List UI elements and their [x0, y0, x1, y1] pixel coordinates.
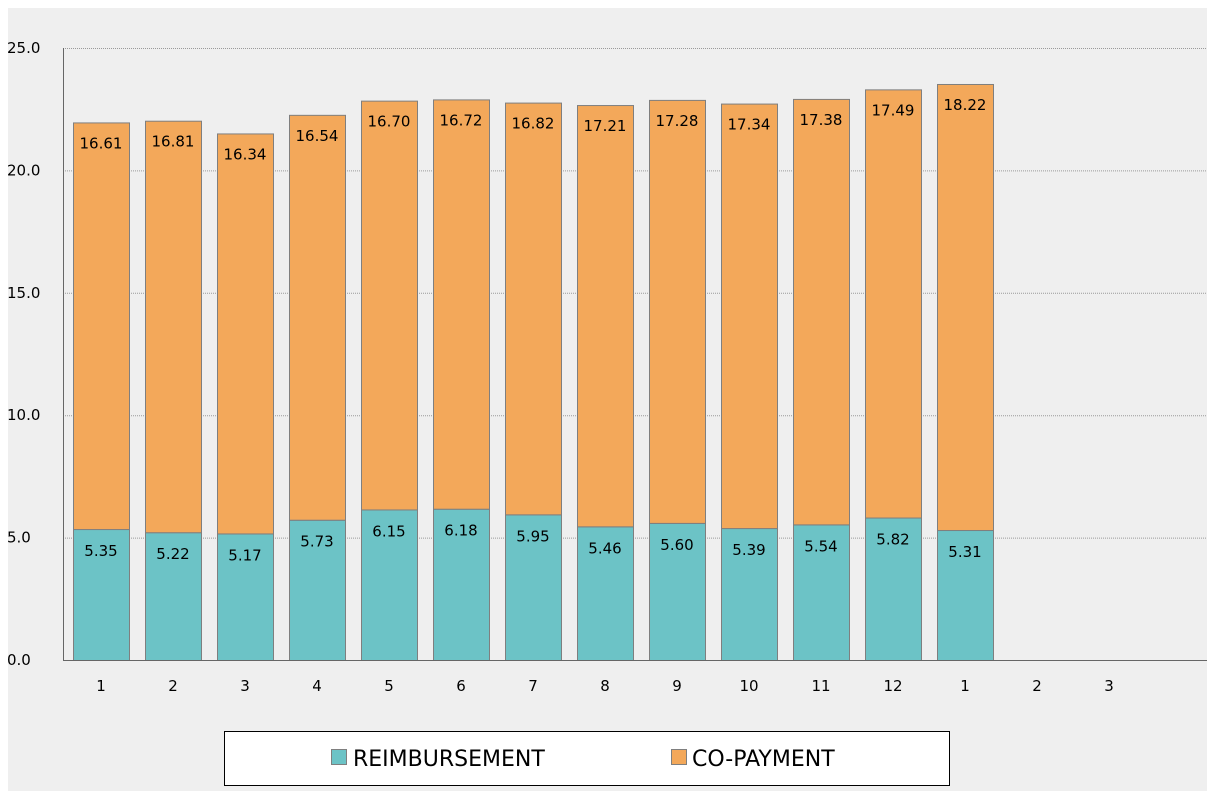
- data-label-reimbursement: 5.54: [804, 537, 837, 555]
- x-tick-label: 3: [240, 677, 250, 695]
- data-label-co-payment: 16.72: [440, 111, 483, 129]
- bar-co-payment: [649, 99, 706, 524]
- data-label-reimbursement: 5.22: [156, 545, 189, 563]
- x-tick-label: 11: [811, 677, 830, 695]
- x-tick-label: 3: [1104, 677, 1114, 695]
- x-tick-label: 4: [312, 677, 322, 695]
- data-label-co-payment: 18.22: [944, 96, 987, 114]
- bar-reimbursement: [865, 517, 922, 662]
- data-labels: 5.35 16.61 5.22 16.81 5.17 16.34 5.73 16.54 6.15…: [80, 96, 987, 564]
- bar-co-payment: [577, 105, 634, 528]
- x-tick-label: 7: [528, 677, 538, 695]
- x-tick-label: 1: [96, 677, 106, 695]
- legend: REIMBURSEMENT CO-PAYMENT: [224, 731, 950, 786]
- data-label-co-payment: 17.28: [656, 112, 699, 130]
- data-label-co-payment: 17.38: [800, 111, 843, 129]
- data-label-co-payment: 16.82: [512, 115, 555, 133]
- bar-reimbursement: [577, 526, 634, 661]
- data-label-reimbursement: 5.35: [84, 542, 117, 560]
- x-tick-label: 6: [456, 677, 466, 695]
- bars: [73, 83, 994, 662]
- bar-co-payment: [145, 120, 202, 534]
- bar-co-payment: [217, 133, 274, 535]
- bar-co-payment: [505, 102, 562, 516]
- x-tick-label: 2: [168, 677, 178, 695]
- legend-label-co-payment: CO-PAYMENT: [692, 747, 835, 772]
- bar-reimbursement: [649, 522, 706, 661]
- x-tick-label: 5: [384, 677, 394, 695]
- x-tick-label: 2: [1032, 677, 1042, 695]
- data-label-reimbursement: 5.95: [516, 527, 549, 545]
- legend-swatch-co-payment: [671, 749, 687, 765]
- data-label-reimbursement: 5.46: [588, 539, 621, 557]
- x-tick-label: 1: [960, 677, 970, 695]
- y-tick-label: 10.0: [7, 406, 40, 424]
- y-tick-label: 20.0: [7, 161, 40, 179]
- legend-label-reimbursement: REIMBURSEMENT: [353, 747, 545, 772]
- data-label-reimbursement: 5.73: [300, 533, 333, 551]
- data-label-co-payment: 16.81: [152, 133, 195, 151]
- bar-reimbursement: [937, 530, 994, 662]
- legend-swatch-reimbursement: [331, 749, 347, 765]
- y-tick-label: 15.0: [7, 284, 40, 302]
- data-label-reimbursement: 5.31: [948, 543, 981, 561]
- x-tick-label: 12: [883, 677, 902, 695]
- bar-co-payment: [289, 114, 346, 521]
- data-label-co-payment: 16.54: [296, 127, 339, 145]
- x-tick-label: 10: [739, 677, 758, 695]
- data-label-co-payment: 16.70: [368, 113, 411, 131]
- y-tick-label: 5.0: [7, 529, 31, 547]
- bar-co-payment: [73, 122, 130, 531]
- bar-co-payment: [433, 99, 490, 510]
- bar-co-payment: [937, 83, 994, 532]
- data-label-co-payment: 16.61: [80, 134, 123, 152]
- data-label-co-payment: 16.34: [224, 145, 267, 163]
- bar-co-payment: [793, 98, 850, 526]
- data-label-reimbursement: 6.15: [372, 522, 405, 540]
- x-tick-label: 8: [600, 677, 610, 695]
- data-label-co-payment: 17.21: [584, 117, 627, 135]
- bar-reimbursement: [433, 508, 490, 661]
- bar-co-payment: [361, 100, 418, 511]
- data-label-co-payment: 17.49: [872, 101, 915, 119]
- data-label-reimbursement: 5.17: [228, 546, 261, 564]
- y-tick-label: 0.0: [7, 651, 31, 669]
- data-label-co-payment: 17.34: [728, 116, 771, 134]
- data-label-reimbursement: 6.18: [444, 522, 477, 540]
- bar-reimbursement: [793, 524, 850, 661]
- y-tick-label: 25.0: [7, 39, 40, 57]
- data-label-reimbursement: 5.39: [732, 541, 765, 559]
- bar-reimbursement: [145, 532, 202, 662]
- bar-co-payment: [721, 103, 778, 530]
- bar-reimbursement: [721, 528, 778, 661]
- bar-reimbursement: [505, 514, 562, 661]
- data-label-reimbursement: 5.82: [876, 531, 909, 549]
- bar-co-payment: [865, 89, 922, 519]
- data-label-reimbursement: 5.60: [660, 536, 693, 554]
- bar-reimbursement: [217, 533, 274, 662]
- axes: 0.05.010.015.020.025.01 2 3 4 5 6 7 8 9 10 11 12 1 2 3: [7, 39, 1207, 695]
- x-tick-label: 9: [672, 677, 682, 695]
